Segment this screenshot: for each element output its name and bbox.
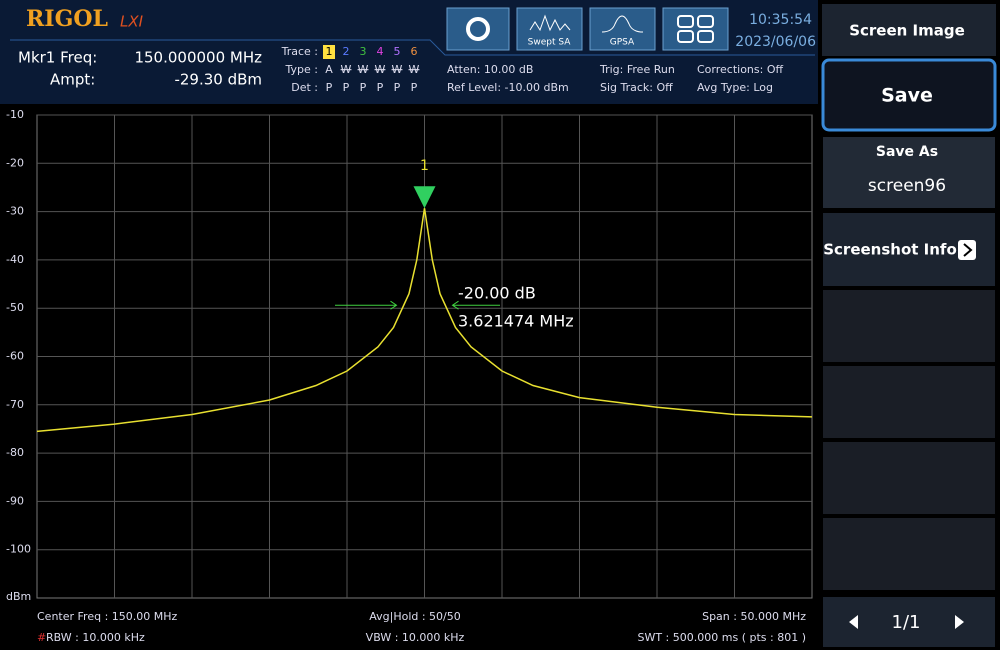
status-item: Atten: 10.00 dB [447,63,533,76]
button-frame [662,7,729,51]
vbw: VBW : 10.000 kHz [366,631,465,644]
screenshot-info-key[interactable]: Screenshot Info [823,213,995,286]
marker [413,186,436,209]
clock-time: 10:35:54 [749,12,812,28]
delta-label: -20.00 dB [458,284,536,303]
lxi-logo: LXI [120,13,144,31]
gear-icon [466,17,490,41]
swt: SWT : 500.000 ms ( pts : 801 ) [637,631,806,644]
grid-icon [697,30,714,43]
trace-det: P [326,81,333,94]
bw-arrow [335,300,398,310]
marker-freq-label: Mkr1 Freq: [18,49,97,67]
arrow-icon [963,243,973,257]
mode-label: Swept SA [528,38,572,48]
next-page[interactable] [955,615,964,629]
trace-number: 3 [360,45,367,58]
key-frame [823,137,995,208]
trace-type: W [341,63,352,76]
y-tick-label: -10 [6,108,24,121]
trace-type: W [409,63,420,76]
marker-ampt: -29.30 dBm [174,71,262,89]
save-label: Save [881,85,933,107]
sa-icon [529,14,571,32]
trace-det: P [411,81,418,94]
status-item: Trig: Free Run [599,63,675,76]
y-tick-label: -40 [6,253,24,266]
trace-det: P [394,81,401,94]
swept-sa-button[interactable]: Swept SA [516,7,583,51]
marker-label: 1 [420,158,429,174]
trace-number: 2 [343,45,350,58]
grid-icon [677,30,694,43]
empty-key [823,290,995,362]
layout-button[interactable] [662,7,729,51]
status-item: Avg Type: Log [697,81,773,94]
trace-type: W [375,63,386,76]
rbw-flag: # [37,631,46,644]
y-tick-label: -70 [6,398,24,411]
arrow-box [958,240,976,260]
trace-label: Trace : [281,45,318,58]
save-as-key[interactable]: Save As screen96 [823,137,995,208]
marker-freq: 150.000000 MHz [134,49,262,67]
center-freq: Center Freq : 150.00 MHz [37,610,178,623]
empty-key [823,442,995,514]
y-unit: dBm [6,590,31,603]
info-label: Screenshot Info [823,241,957,259]
prev-page[interactable] [849,615,858,629]
status-item: Ref Level: -10.00 dBm [447,81,569,94]
empty-key [823,366,995,438]
grid-icon [697,15,714,28]
save-key[interactable]: Save [821,58,997,132]
marker-ampt-label: Ampt: [50,71,95,89]
trace-det: P [343,81,350,94]
y-tick-label: -90 [6,494,24,507]
clock-date: 2023/06/06 [735,34,816,50]
span: Span : 50.000 MHz [702,610,806,623]
button-frame [589,7,656,51]
trace-number: 4 [377,45,384,58]
y-tick-label: -100 [6,543,31,556]
softkey-title-bg [822,4,996,56]
y-tick-label: -30 [6,205,24,218]
mode-label: GPSA [610,38,635,48]
trace-type: W [358,63,369,76]
trace-number: 6 [411,45,418,58]
logo: RIGOL [26,6,108,32]
bandwidth-label: 3.621474 MHz [458,312,574,331]
empty-key [823,518,995,590]
trace-type: A [325,63,333,76]
y-tick-label: -20 [6,156,24,169]
active-trace-box [323,45,335,59]
softkey-title: Screen Image [849,22,965,40]
status-item: Sig Track: Off [600,81,673,94]
gear-button[interactable] [446,7,510,51]
det-label: Det : [291,81,318,94]
save-as-label: Save As [876,144,938,160]
y-tick-label: -80 [6,446,24,459]
trace-det: P [360,81,367,94]
button-frame [446,7,510,51]
gpsa-icon [601,15,644,33]
grid-icon [677,15,694,28]
y-tick-label: -50 [6,301,24,314]
trace-number: 5 [394,45,401,58]
gpsa-button[interactable]: GPSA [589,7,656,51]
trace-det: P [377,81,384,94]
page-indicator: 1/1 [892,612,921,633]
key-frame [821,58,997,132]
header-divider [10,39,815,56]
status-item: Corrections: Off [697,63,783,76]
y-tick-label: -60 [6,350,24,363]
bw-arrow [451,300,500,310]
avg-hold: Avg|Hold : 50/50 [369,610,461,623]
trace-number: 1 [326,45,333,58]
file-name: screen96 [868,176,946,196]
rbw: RBW : 10.000 kHz [46,631,145,644]
type-label: Type : [285,63,318,76]
trace-type: W [392,63,403,76]
